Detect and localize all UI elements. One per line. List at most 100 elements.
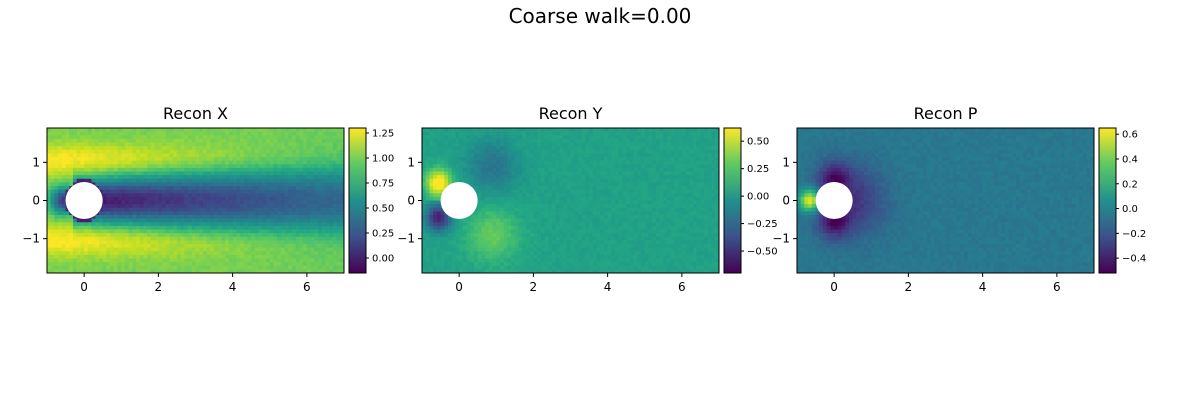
heatmap-cell bbox=[295, 225, 301, 231]
heatmap-cell bbox=[540, 135, 546, 140]
heatmap-cell bbox=[202, 215, 208, 220]
heatmap-cell bbox=[269, 251, 275, 256]
heatmap-cell bbox=[559, 149, 564, 154]
heatmap-cell bbox=[266, 258, 271, 263]
heatmap-cell bbox=[173, 222, 178, 227]
heatmap-cell bbox=[273, 204, 278, 209]
heatmap-cell bbox=[555, 262, 560, 267]
heatmap-cell bbox=[232, 131, 237, 136]
heatmap-cell bbox=[236, 146, 241, 151]
heatmap-cell bbox=[258, 167, 263, 173]
heatmap-cell bbox=[254, 160, 260, 165]
heatmap-cell bbox=[477, 225, 482, 231]
heatmap-cell bbox=[451, 178, 457, 183]
heatmap-cell bbox=[566, 189, 572, 194]
heatmap-cell bbox=[577, 200, 583, 205]
heatmap-cell bbox=[84, 153, 89, 158]
heatmap-cell bbox=[47, 186, 52, 191]
heatmap-cell bbox=[195, 247, 200, 252]
heatmap-cell bbox=[80, 258, 85, 263]
heatmap-cell bbox=[303, 164, 308, 169]
heatmap-cell bbox=[525, 178, 531, 183]
heatmap-cell bbox=[191, 160, 197, 165]
heatmap-cell bbox=[76, 229, 82, 234]
heatmap-cell bbox=[266, 247, 271, 252]
heatmap-cell bbox=[221, 236, 226, 241]
heatmap-cell bbox=[295, 128, 301, 133]
heatmap-cell bbox=[221, 142, 226, 147]
heatmap-cell bbox=[444, 153, 449, 158]
heatmap-cell bbox=[522, 207, 527, 212]
heatmap-cell bbox=[54, 164, 59, 169]
heatmap-cell bbox=[221, 207, 226, 212]
heatmap-cell bbox=[566, 211, 572, 216]
heatmap-cell bbox=[303, 207, 308, 212]
heatmap-cell bbox=[180, 189, 185, 194]
heatmap-cell bbox=[447, 160, 453, 165]
heatmap-cell bbox=[214, 157, 219, 162]
heatmap-cell bbox=[228, 164, 234, 169]
heatmap-cell bbox=[306, 265, 312, 270]
heatmap-cell bbox=[102, 218, 107, 223]
heatmap-cell bbox=[65, 128, 70, 133]
heatmap-cell bbox=[470, 247, 475, 252]
heatmap-cell bbox=[191, 204, 197, 209]
heatmap-cell bbox=[325, 211, 330, 216]
heatmap-cell bbox=[314, 244, 319, 249]
heatmap-cell bbox=[128, 233, 133, 238]
heatmap-cell bbox=[444, 258, 449, 263]
heatmap-cell bbox=[176, 160, 182, 165]
heatmap-cell bbox=[566, 171, 572, 176]
heatmap-cell bbox=[269, 229, 275, 234]
heatmap-cell bbox=[566, 160, 572, 165]
heatmap-cell bbox=[232, 135, 237, 140]
heatmap-cell bbox=[284, 244, 289, 249]
heatmap-cell bbox=[433, 251, 438, 256]
heatmap-cell bbox=[180, 222, 185, 227]
heatmap-cell bbox=[551, 204, 557, 209]
heatmap-cell bbox=[65, 215, 70, 220]
heatmap-cell bbox=[202, 193, 208, 198]
heatmap-cell bbox=[284, 229, 289, 234]
heatmap-cell bbox=[332, 149, 338, 154]
heatmap-cell bbox=[184, 164, 189, 169]
heatmap-cell bbox=[570, 149, 575, 154]
heatmap-cell bbox=[102, 204, 107, 209]
heatmap-cell bbox=[165, 171, 171, 176]
heatmap-cell bbox=[254, 157, 260, 162]
heatmap-cell bbox=[477, 182, 482, 187]
heatmap-cell bbox=[425, 247, 431, 252]
heatmap-cell bbox=[303, 258, 308, 263]
heatmap-cell bbox=[232, 233, 237, 238]
heatmap-cell bbox=[299, 153, 304, 158]
heatmap-cell bbox=[481, 178, 486, 183]
heatmap-cell bbox=[273, 211, 278, 216]
heatmap-cell bbox=[488, 254, 494, 260]
heatmap-cell bbox=[433, 135, 438, 140]
heatmap-cell bbox=[50, 138, 56, 144]
heatmap-cell bbox=[537, 269, 542, 273]
heatmap-cell bbox=[150, 254, 156, 260]
heatmap-cell bbox=[525, 196, 531, 202]
heatmap-cell bbox=[529, 215, 534, 220]
heatmap-cell bbox=[459, 157, 464, 162]
heatmap-cell bbox=[50, 157, 56, 162]
heatmap-cell bbox=[221, 135, 226, 140]
heatmap-cell bbox=[132, 215, 137, 220]
heatmap-cell bbox=[481, 269, 486, 273]
heatmap-cell bbox=[206, 189, 211, 194]
heatmap-cell bbox=[50, 225, 56, 231]
heatmap-cell bbox=[447, 269, 453, 273]
heatmap-cell bbox=[303, 269, 308, 273]
heatmap-cell bbox=[488, 196, 494, 202]
heatmap-cell bbox=[336, 204, 341, 209]
heatmap-cell bbox=[292, 189, 297, 194]
heatmap-cell bbox=[455, 164, 460, 169]
heatmap-cell bbox=[221, 146, 226, 151]
heatmap-cell bbox=[314, 189, 319, 194]
heatmap-cell bbox=[124, 138, 130, 144]
heatmap-cell bbox=[525, 244, 531, 249]
heatmap-cell bbox=[540, 225, 546, 231]
heatmap-cell bbox=[50, 269, 56, 273]
heatmap-cell bbox=[139, 269, 145, 273]
